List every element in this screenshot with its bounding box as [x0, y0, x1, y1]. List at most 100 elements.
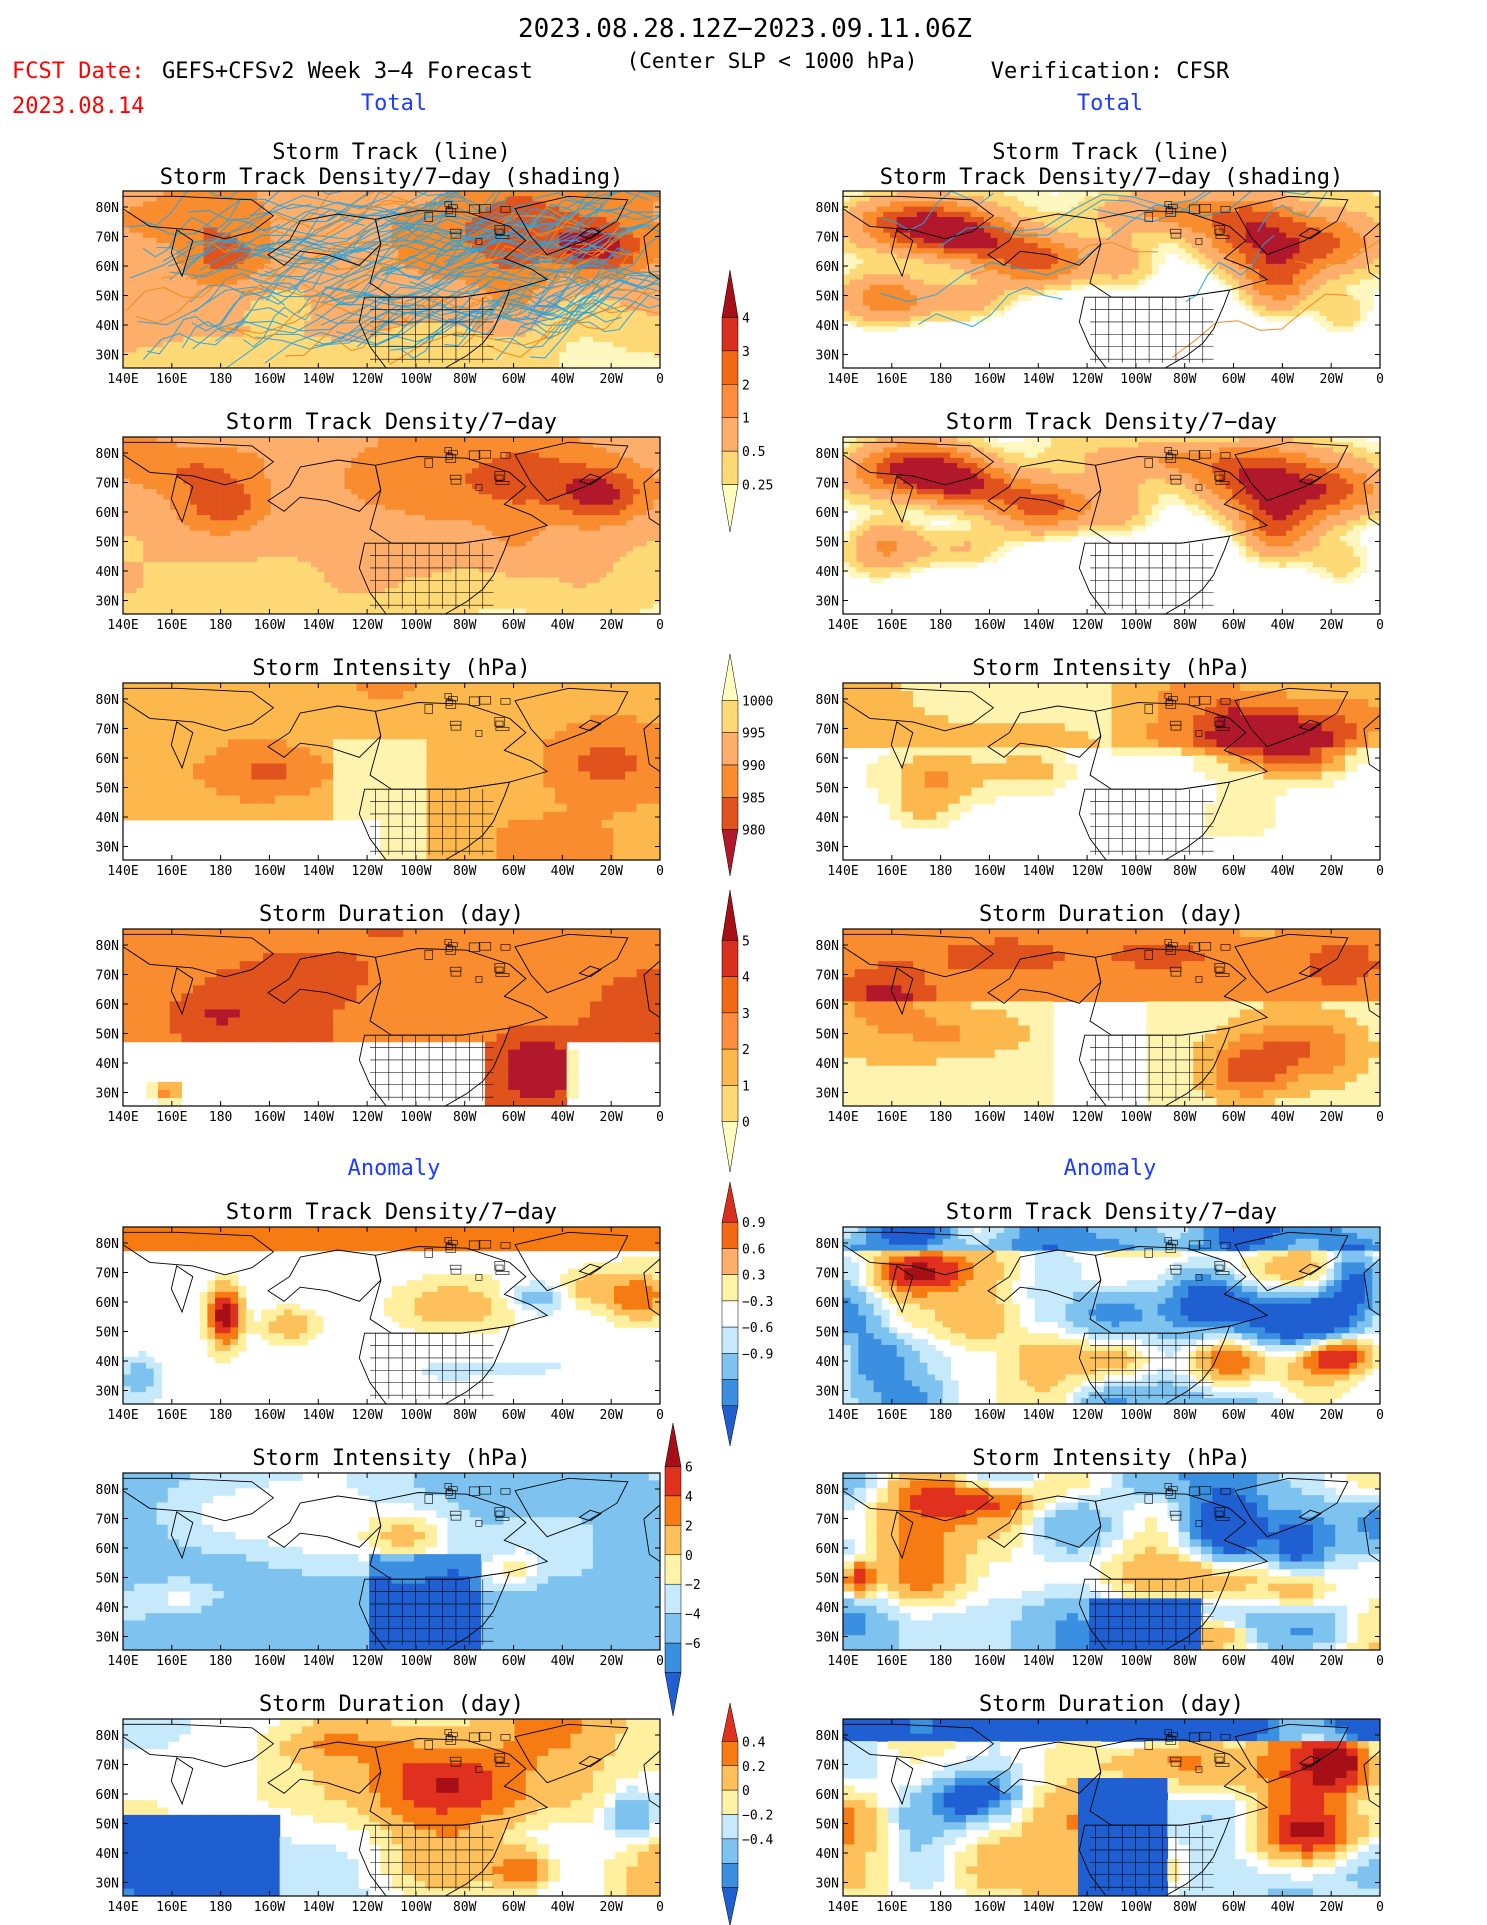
lon-tick-label: 40W — [1271, 1110, 1295, 1125]
lon-tick-label: 160W — [254, 1110, 285, 1125]
lon-tick-label: 40W — [1271, 864, 1295, 879]
lon-tick-label: 80W — [1173, 1110, 1197, 1125]
lat-tick-label: 40N — [96, 319, 119, 334]
colorbar-label: 0.25 — [742, 479, 773, 494]
colorbar-density-anomaly: 0.9 0.6 0.3 −0.3 −0.6 −0.9 — [721, 1181, 773, 1447]
lon-tick-label: 0 — [1376, 1408, 1384, 1423]
colorbar-label: 980 — [742, 824, 765, 839]
colorbar-label: −2 — [685, 1578, 701, 1593]
lon-tick-label: 160W — [254, 1408, 285, 1423]
colorbar-label: 0 — [742, 1784, 750, 1799]
lon-tick-label: 0 — [1376, 618, 1384, 633]
fcst-date-label: FCST Date: — [12, 59, 144, 84]
lon-tick-label: 80W — [1173, 864, 1197, 879]
lon-tick-label: 160W — [254, 618, 285, 633]
lon-tick-label: 20W — [599, 618, 623, 633]
lon-tick-label: 0 — [656, 1110, 664, 1125]
colorbar-label: 5 — [742, 934, 750, 949]
lat-tick-label: 30N — [816, 841, 839, 856]
lat-tick-label: 60N — [96, 1788, 119, 1803]
map-panel: 140E 160E 180 160W 140W 120W 100W 80W 60W 40W 20W 0… — [816, 1446, 1384, 1669]
lon-tick-label: 120W — [1071, 864, 1102, 879]
lon-tick-label: 120W — [1071, 1654, 1102, 1669]
lon-tick-label: 40W — [551, 1110, 575, 1125]
lon-tick-label: 0 — [656, 618, 664, 633]
lon-tick-label: 160E — [876, 1110, 907, 1125]
lon-tick-label: 80W — [453, 372, 477, 387]
map-panel: 140E 160E 180 160W 140W 120W 100W 80W 60W 40W 20W 0… — [816, 1692, 1384, 1915]
lon-tick-label: 60W — [1222, 618, 1246, 633]
lon-tick-label: 40W — [551, 1408, 575, 1423]
lon-tick-label: 20W — [1319, 1408, 1343, 1423]
lat-tick-label: 80N — [96, 201, 119, 216]
lon-tick-label: 140W — [303, 618, 334, 633]
lon-tick-label: 60W — [502, 1110, 526, 1125]
lon-tick-label: 180 — [209, 1110, 232, 1125]
lat-tick-label: 50N — [96, 1572, 119, 1587]
lat-tick-label: 40N — [96, 1355, 119, 1370]
colorbar-duration-anomaly: 0.4 0.2 0 −0.2 −0.4 — [721, 1702, 773, 1925]
panel-title: Storm Duration (day) — [979, 1692, 1244, 1717]
colorbar-label: 2 — [685, 1519, 693, 1534]
lon-tick-label: 160E — [156, 1408, 187, 1423]
lon-tick-label: 40W — [551, 1900, 575, 1915]
lon-tick-label: 140W — [1023, 1408, 1054, 1423]
lat-tick-label: 60N — [96, 752, 119, 767]
map-panel: 140E 160E 180 160W 140W 120W 100W 80W 60W 40W 20W 0… — [96, 1692, 664, 1915]
lon-tick-label: 80W — [453, 864, 477, 879]
lon-tick-label: 60W — [1222, 1900, 1246, 1915]
lat-tick-label: 50N — [96, 782, 119, 797]
lon-tick-label: 40W — [1271, 618, 1295, 633]
lon-tick-label: 100W — [400, 1654, 431, 1669]
lon-tick-label: 20W — [1319, 1110, 1343, 1125]
lat-tick-label: 70N — [816, 1513, 839, 1528]
lon-tick-label: 100W — [1120, 1110, 1151, 1125]
lon-tick-label: 160W — [254, 1654, 285, 1669]
lon-tick-label: 60W — [502, 864, 526, 879]
lon-tick-label: 180 — [209, 864, 232, 879]
lon-tick-label: 100W — [400, 864, 431, 879]
map-panel: 140E 160E 180 160W 140W 120W 100W 80W 60W 40W 20W 0… — [816, 656, 1384, 879]
lat-tick-label: 30N — [816, 1385, 839, 1400]
panel-title: Storm Intensity (hPa) — [972, 1446, 1250, 1471]
lon-tick-label: 0 — [656, 372, 664, 387]
lon-tick-label: 120W — [1071, 372, 1102, 387]
lon-tick-label: 40W — [1271, 372, 1295, 387]
lon-tick-label: 60W — [1222, 1110, 1246, 1125]
lon-tick-label: 160E — [876, 618, 907, 633]
colorbar-label: −6 — [685, 1637, 701, 1652]
lon-tick-label: 0 — [656, 1900, 664, 1915]
panel-title: Storm Track (line) — [992, 140, 1230, 165]
lon-tick-label: 180 — [209, 618, 232, 633]
lon-tick-label: 160W — [974, 372, 1005, 387]
lat-tick-label: 30N — [96, 349, 119, 364]
lon-tick-label: 160E — [876, 1654, 907, 1669]
lon-tick-label: 60W — [1222, 1654, 1246, 1669]
lat-tick-label: 70N — [816, 723, 839, 738]
colorbar-intensity-anomaly: 6 4 2 0 −2 −4 −6 — [664, 1422, 701, 1717]
lon-tick-label: 20W — [599, 1900, 623, 1915]
lon-tick-label: 180 — [929, 372, 952, 387]
lat-tick-label: 80N — [96, 1483, 119, 1498]
colorbar-label: 4 — [742, 971, 750, 986]
lon-tick-label: 60W — [1222, 372, 1246, 387]
lon-tick-label: 140W — [1023, 864, 1054, 879]
lon-tick-label: 60W — [502, 618, 526, 633]
lon-tick-label: 80W — [453, 1110, 477, 1125]
lat-tick-label: 30N — [816, 595, 839, 610]
colorbar-label: 3 — [742, 345, 750, 360]
lat-tick-label: 60N — [96, 998, 119, 1013]
colorbar-label: −0.6 — [742, 1321, 773, 1336]
lon-tick-label: 180 — [929, 1654, 952, 1669]
lon-tick-label: 140E — [827, 864, 858, 879]
lat-tick-label: 60N — [816, 260, 839, 275]
lat-tick-label: 50N — [96, 1326, 119, 1341]
lon-tick-label: 80W — [1173, 1654, 1197, 1669]
map-panel: 140E 160E 180 160W 140W 120W 100W 80W 60W 40W 20W 0… — [816, 140, 1384, 387]
lon-tick-label: 100W — [400, 1900, 431, 1915]
lon-tick-label: 40W — [551, 618, 575, 633]
lon-tick-label: 0 — [1376, 372, 1384, 387]
panel-title: Storm Intensity (hPa) — [972, 656, 1250, 681]
colorbar-label: −0.3 — [742, 1295, 773, 1310]
lat-tick-label: 30N — [96, 1385, 119, 1400]
